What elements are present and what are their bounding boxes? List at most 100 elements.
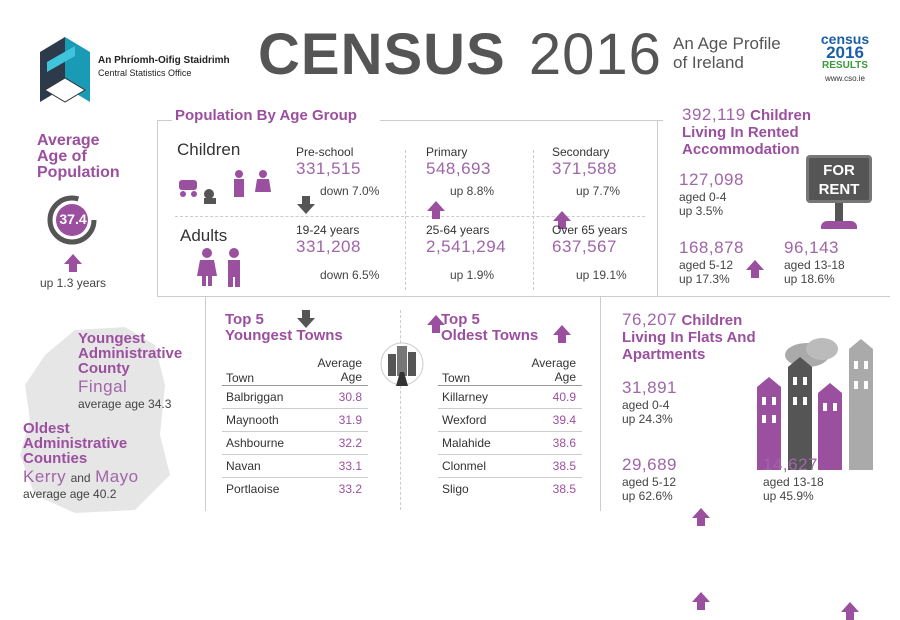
stat-value: 331,208	[296, 237, 361, 256]
down-arrow-icon	[297, 310, 315, 328]
average-age-dial	[45, 193, 100, 248]
town-age: 31.9	[302, 407, 368, 431]
youngest-towns-title-2: Youngest Towns	[225, 327, 343, 344]
stat-label: 25-64 years	[426, 223, 490, 237]
oldest-and: and	[70, 471, 91, 485]
flats-value: 14,627	[763, 455, 818, 474]
table-row: Killarney 40.9	[438, 384, 582, 408]
subtitle-line2: of Ireland	[673, 53, 744, 72]
rented-age: aged 0-4	[679, 190, 727, 204]
sign-base	[821, 221, 857, 229]
up-arrow-icon	[746, 260, 764, 278]
divider	[157, 296, 657, 297]
rented-value: 127,098	[679, 170, 744, 189]
oldest-county-avg: average age 40.2	[23, 487, 117, 501]
flats-total: 76,207	[622, 310, 677, 329]
table-row: Portlaoise 33.2	[222, 476, 368, 500]
oldest-name-b: Mayo	[95, 467, 139, 486]
col-avg-2: Age	[340, 369, 362, 384]
oldest-county-names: Kerry and Mayo	[23, 467, 139, 487]
up-arrow-icon	[553, 211, 571, 229]
up-arrow-icon	[692, 592, 710, 610]
up-arrow-icon	[427, 315, 445, 333]
badge-line1: census	[820, 31, 870, 47]
flats-group-13-18: 14,627 aged 13-18 up 45.9%	[763, 455, 824, 503]
rented-total: 392,119	[682, 105, 746, 124]
up-arrow-icon	[841, 602, 859, 620]
cso-logo-icon	[40, 37, 90, 103]
table-header: Town Average Age	[222, 355, 368, 386]
rented-title-b: Living In Rented	[682, 124, 799, 141]
rented-title-a: Children	[750, 107, 811, 124]
town-age: 33.1	[302, 453, 368, 477]
youngest-county-title: Youngest Administrative County	[78, 331, 182, 376]
youngest-towns-title: Top 5 Youngest Towns	[225, 312, 343, 344]
stat-value: 637,567	[552, 237, 617, 256]
city-icon	[380, 342, 424, 386]
table-row: Malahide 38.6	[438, 430, 582, 454]
youngest-title-1: Youngest	[78, 330, 146, 347]
youngest-towns-title-1: Top 5	[225, 311, 264, 328]
oldest-towns-table: Town Average Age Killarney 40.9 Wexford 39.…	[438, 355, 582, 500]
flats-title-c: Apartments	[622, 346, 706, 363]
table-row: Ashbourne 32.2	[222, 430, 368, 454]
city-road-icon	[380, 340, 424, 388]
oldest-towns-title: Top 5 Oldest Towns	[441, 312, 538, 344]
flats-title: 76,207 Children Living In Flats And Apar…	[619, 311, 859, 363]
youngest-county-name: Fingal	[78, 377, 128, 396]
flats-age: aged 5-12	[622, 475, 677, 489]
divider	[400, 310, 401, 510]
town-age: 38.5	[511, 476, 582, 500]
average-age-title-1: Average	[37, 132, 100, 149]
subtitle: An Age Profile of Ireland	[673, 34, 781, 72]
stat-change: up 7.7%	[576, 184, 621, 198]
flats-age: aged 13-18	[763, 475, 824, 489]
col-avg-1: Average	[531, 355, 576, 370]
rented-change: up 17.3%	[679, 272, 730, 286]
stat-over-65: Over 65 years 637,567	[552, 223, 627, 257]
rented-group-5-12: 168,878 aged 5-12 up 17.3%	[679, 238, 744, 286]
table-row: Maynooth 31.9	[222, 407, 368, 431]
badge-line2: 2016	[826, 43, 864, 62]
stat-label: Pre-school	[296, 145, 354, 159]
average-age-title-3: Population	[37, 164, 120, 181]
divider	[205, 296, 206, 511]
subtitle-line1: An Age Profile	[673, 34, 781, 53]
stat-25-64: 25-64 years 2,541,294	[426, 223, 506, 257]
rented-change: up 3.5%	[679, 204, 724, 218]
stat-value: 548,693	[426, 159, 491, 178]
average-age-up-arrow	[64, 254, 82, 272]
org-name-english: Central Statistics Office	[98, 68, 192, 78]
children-icon	[177, 168, 277, 208]
stat-primary: Primary 548,693	[426, 145, 491, 179]
youngest-county-avg: average age 34.3	[78, 397, 172, 411]
table-row: Sligo 38.5	[438, 476, 582, 500]
badge-line4: www.cso.ie	[824, 74, 865, 83]
rented-title-c: Accommodation	[682, 141, 800, 158]
apartment-buildings-icon	[757, 338, 873, 470]
town-name: Maynooth	[222, 407, 303, 431]
oldest-name-a: Kerry	[23, 467, 67, 486]
cso-logo	[35, 32, 95, 107]
oldest-title-2: Administrative	[23, 435, 128, 452]
rented-change: up 18.6%	[784, 272, 835, 286]
stat-value: 331,515	[296, 159, 361, 178]
refresh-ring-icon	[47, 195, 97, 245]
stat-change: down 6.5%	[320, 268, 380, 282]
apartments-illustration	[752, 335, 887, 470]
flats-change: up 62.6%	[622, 489, 673, 503]
sign-line2: RENT	[818, 181, 860, 198]
town-age: 39.4	[511, 407, 582, 431]
col-avg-2: Age	[554, 369, 576, 384]
org-name-irish: An Phríomh-Oifig Staidrimh	[98, 55, 230, 66]
oldest-title-3: Counties	[23, 450, 88, 467]
oldest-title-1: Oldest	[23, 420, 70, 437]
stat-label: Secondary	[552, 145, 610, 159]
col-town: Town	[438, 355, 512, 386]
stat-value: 2,541,294	[426, 237, 507, 256]
census-word: CENSUS	[258, 22, 506, 87]
town-name: Clonmel	[438, 453, 512, 477]
average-age-change: up 1.3 years	[40, 276, 107, 290]
rented-group-0-4: 127,098 aged 0-4 up 3.5%	[679, 170, 744, 218]
oldest-county-title: Oldest Administrative Counties	[23, 421, 127, 466]
